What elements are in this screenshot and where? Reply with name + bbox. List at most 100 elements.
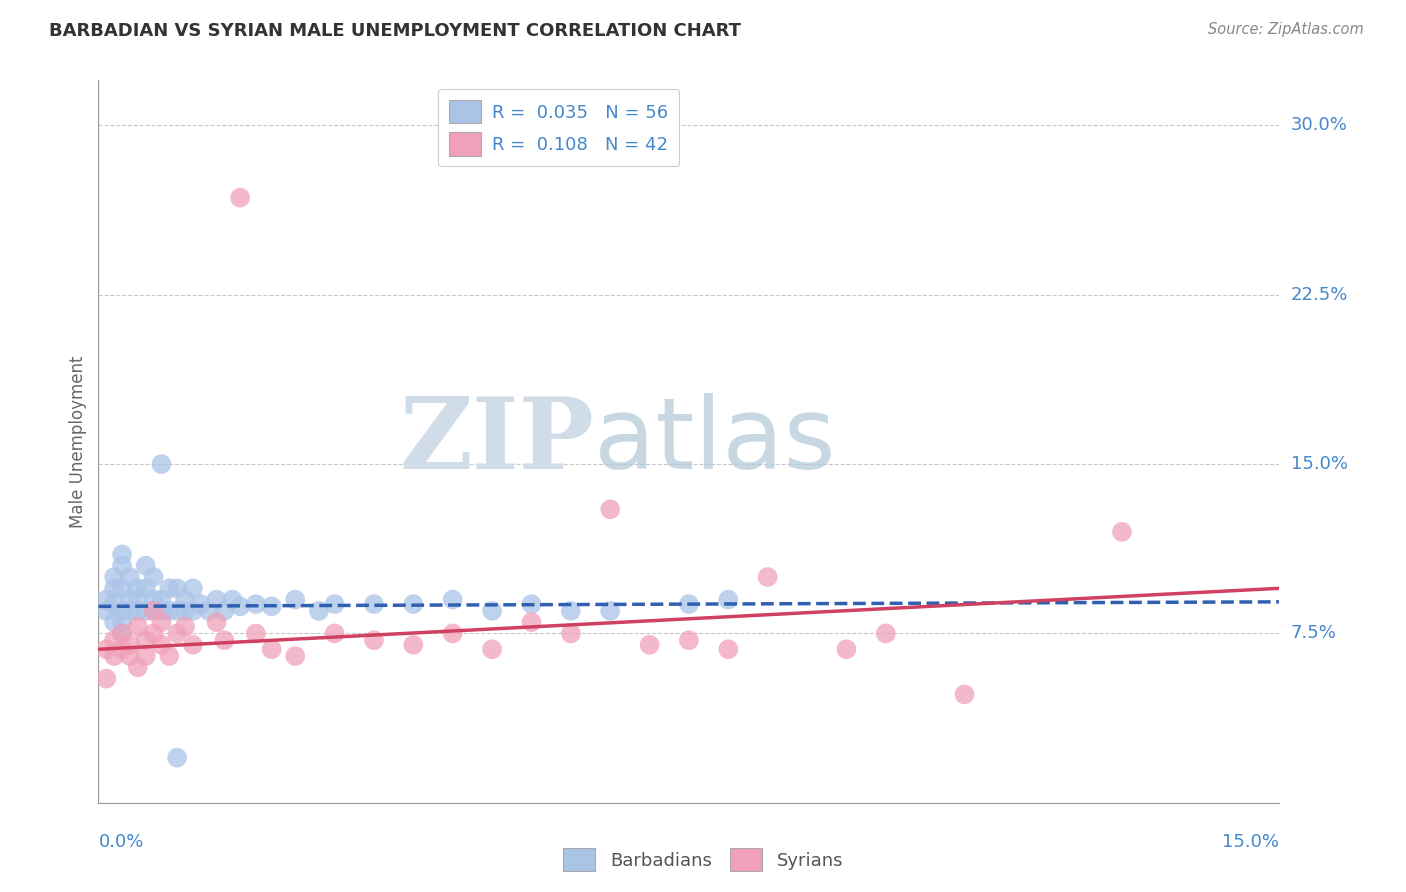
- Point: [717, 592, 740, 607]
- Point: [103, 597, 125, 611]
- Point: [111, 626, 134, 640]
- Point: [638, 638, 661, 652]
- Legend: Barbadians, Syrians: Barbadians, Syrians: [555, 841, 851, 879]
- Point: [103, 582, 125, 596]
- Y-axis label: Male Unemployment: Male Unemployment: [69, 355, 87, 528]
- Point: [127, 660, 149, 674]
- Legend: R =  0.035   N = 56, R =  0.108   N = 42: R = 0.035 N = 56, R = 0.108 N = 42: [439, 89, 679, 167]
- Point: [308, 604, 330, 618]
- Point: [260, 642, 283, 657]
- Point: [118, 638, 141, 652]
- Point: [245, 597, 267, 611]
- Point: [284, 648, 307, 663]
- Point: [599, 604, 621, 618]
- Point: [127, 604, 149, 618]
- Point: [323, 626, 346, 640]
- Point: [174, 592, 197, 607]
- Point: [323, 597, 346, 611]
- Point: [118, 604, 141, 618]
- Point: [127, 592, 149, 607]
- Point: [229, 599, 252, 614]
- Text: 7.5%: 7.5%: [1291, 624, 1337, 642]
- Point: [103, 570, 125, 584]
- Point: [174, 604, 197, 618]
- Point: [96, 642, 118, 657]
- Point: [150, 604, 173, 618]
- Point: [96, 604, 118, 618]
- Point: [190, 597, 212, 611]
- Point: [441, 592, 464, 607]
- Text: 15.0%: 15.0%: [1291, 455, 1347, 473]
- Point: [221, 592, 243, 607]
- Text: 22.5%: 22.5%: [1291, 285, 1348, 304]
- Point: [441, 626, 464, 640]
- Point: [103, 633, 125, 648]
- Point: [214, 633, 236, 648]
- Point: [181, 604, 204, 618]
- Point: [181, 638, 204, 652]
- Point: [205, 615, 228, 630]
- Point: [953, 687, 976, 701]
- Text: 15.0%: 15.0%: [1222, 833, 1279, 851]
- Point: [214, 604, 236, 618]
- Point: [142, 604, 165, 618]
- Point: [103, 615, 125, 630]
- Point: [363, 597, 385, 611]
- Point: [150, 592, 173, 607]
- Point: [111, 558, 134, 573]
- Point: [560, 604, 582, 618]
- Point: [96, 592, 118, 607]
- Point: [481, 642, 503, 657]
- Point: [111, 582, 134, 596]
- Point: [520, 615, 543, 630]
- Point: [127, 582, 149, 596]
- Text: Source: ZipAtlas.com: Source: ZipAtlas.com: [1208, 22, 1364, 37]
- Point: [118, 570, 141, 584]
- Point: [118, 592, 141, 607]
- Text: 30.0%: 30.0%: [1291, 117, 1347, 135]
- Point: [481, 604, 503, 618]
- Point: [118, 648, 141, 663]
- Point: [111, 604, 134, 618]
- Point: [717, 642, 740, 657]
- Point: [142, 604, 165, 618]
- Point: [678, 597, 700, 611]
- Point: [111, 548, 134, 562]
- Point: [835, 642, 858, 657]
- Point: [174, 620, 197, 634]
- Point: [135, 582, 157, 596]
- Point: [103, 648, 125, 663]
- Point: [875, 626, 897, 640]
- Point: [166, 750, 188, 764]
- Point: [197, 604, 219, 618]
- Point: [135, 604, 157, 618]
- Point: [245, 626, 267, 640]
- Point: [135, 558, 157, 573]
- Point: [166, 582, 188, 596]
- Point: [142, 626, 165, 640]
- Point: [111, 615, 134, 630]
- Point: [135, 648, 157, 663]
- Point: [560, 626, 582, 640]
- Point: [520, 597, 543, 611]
- Point: [402, 638, 425, 652]
- Point: [402, 597, 425, 611]
- Point: [150, 638, 173, 652]
- Point: [150, 615, 173, 630]
- Text: 0.0%: 0.0%: [98, 833, 143, 851]
- Point: [229, 191, 252, 205]
- Point: [157, 582, 180, 596]
- Point: [150, 457, 173, 471]
- Point: [181, 582, 204, 596]
- Point: [166, 626, 188, 640]
- Point: [142, 592, 165, 607]
- Point: [96, 672, 118, 686]
- Point: [599, 502, 621, 516]
- Point: [157, 604, 180, 618]
- Point: [142, 570, 165, 584]
- Point: [260, 599, 283, 614]
- Point: [166, 604, 188, 618]
- Text: ZIP: ZIP: [399, 393, 595, 490]
- Point: [1111, 524, 1133, 539]
- Point: [111, 642, 134, 657]
